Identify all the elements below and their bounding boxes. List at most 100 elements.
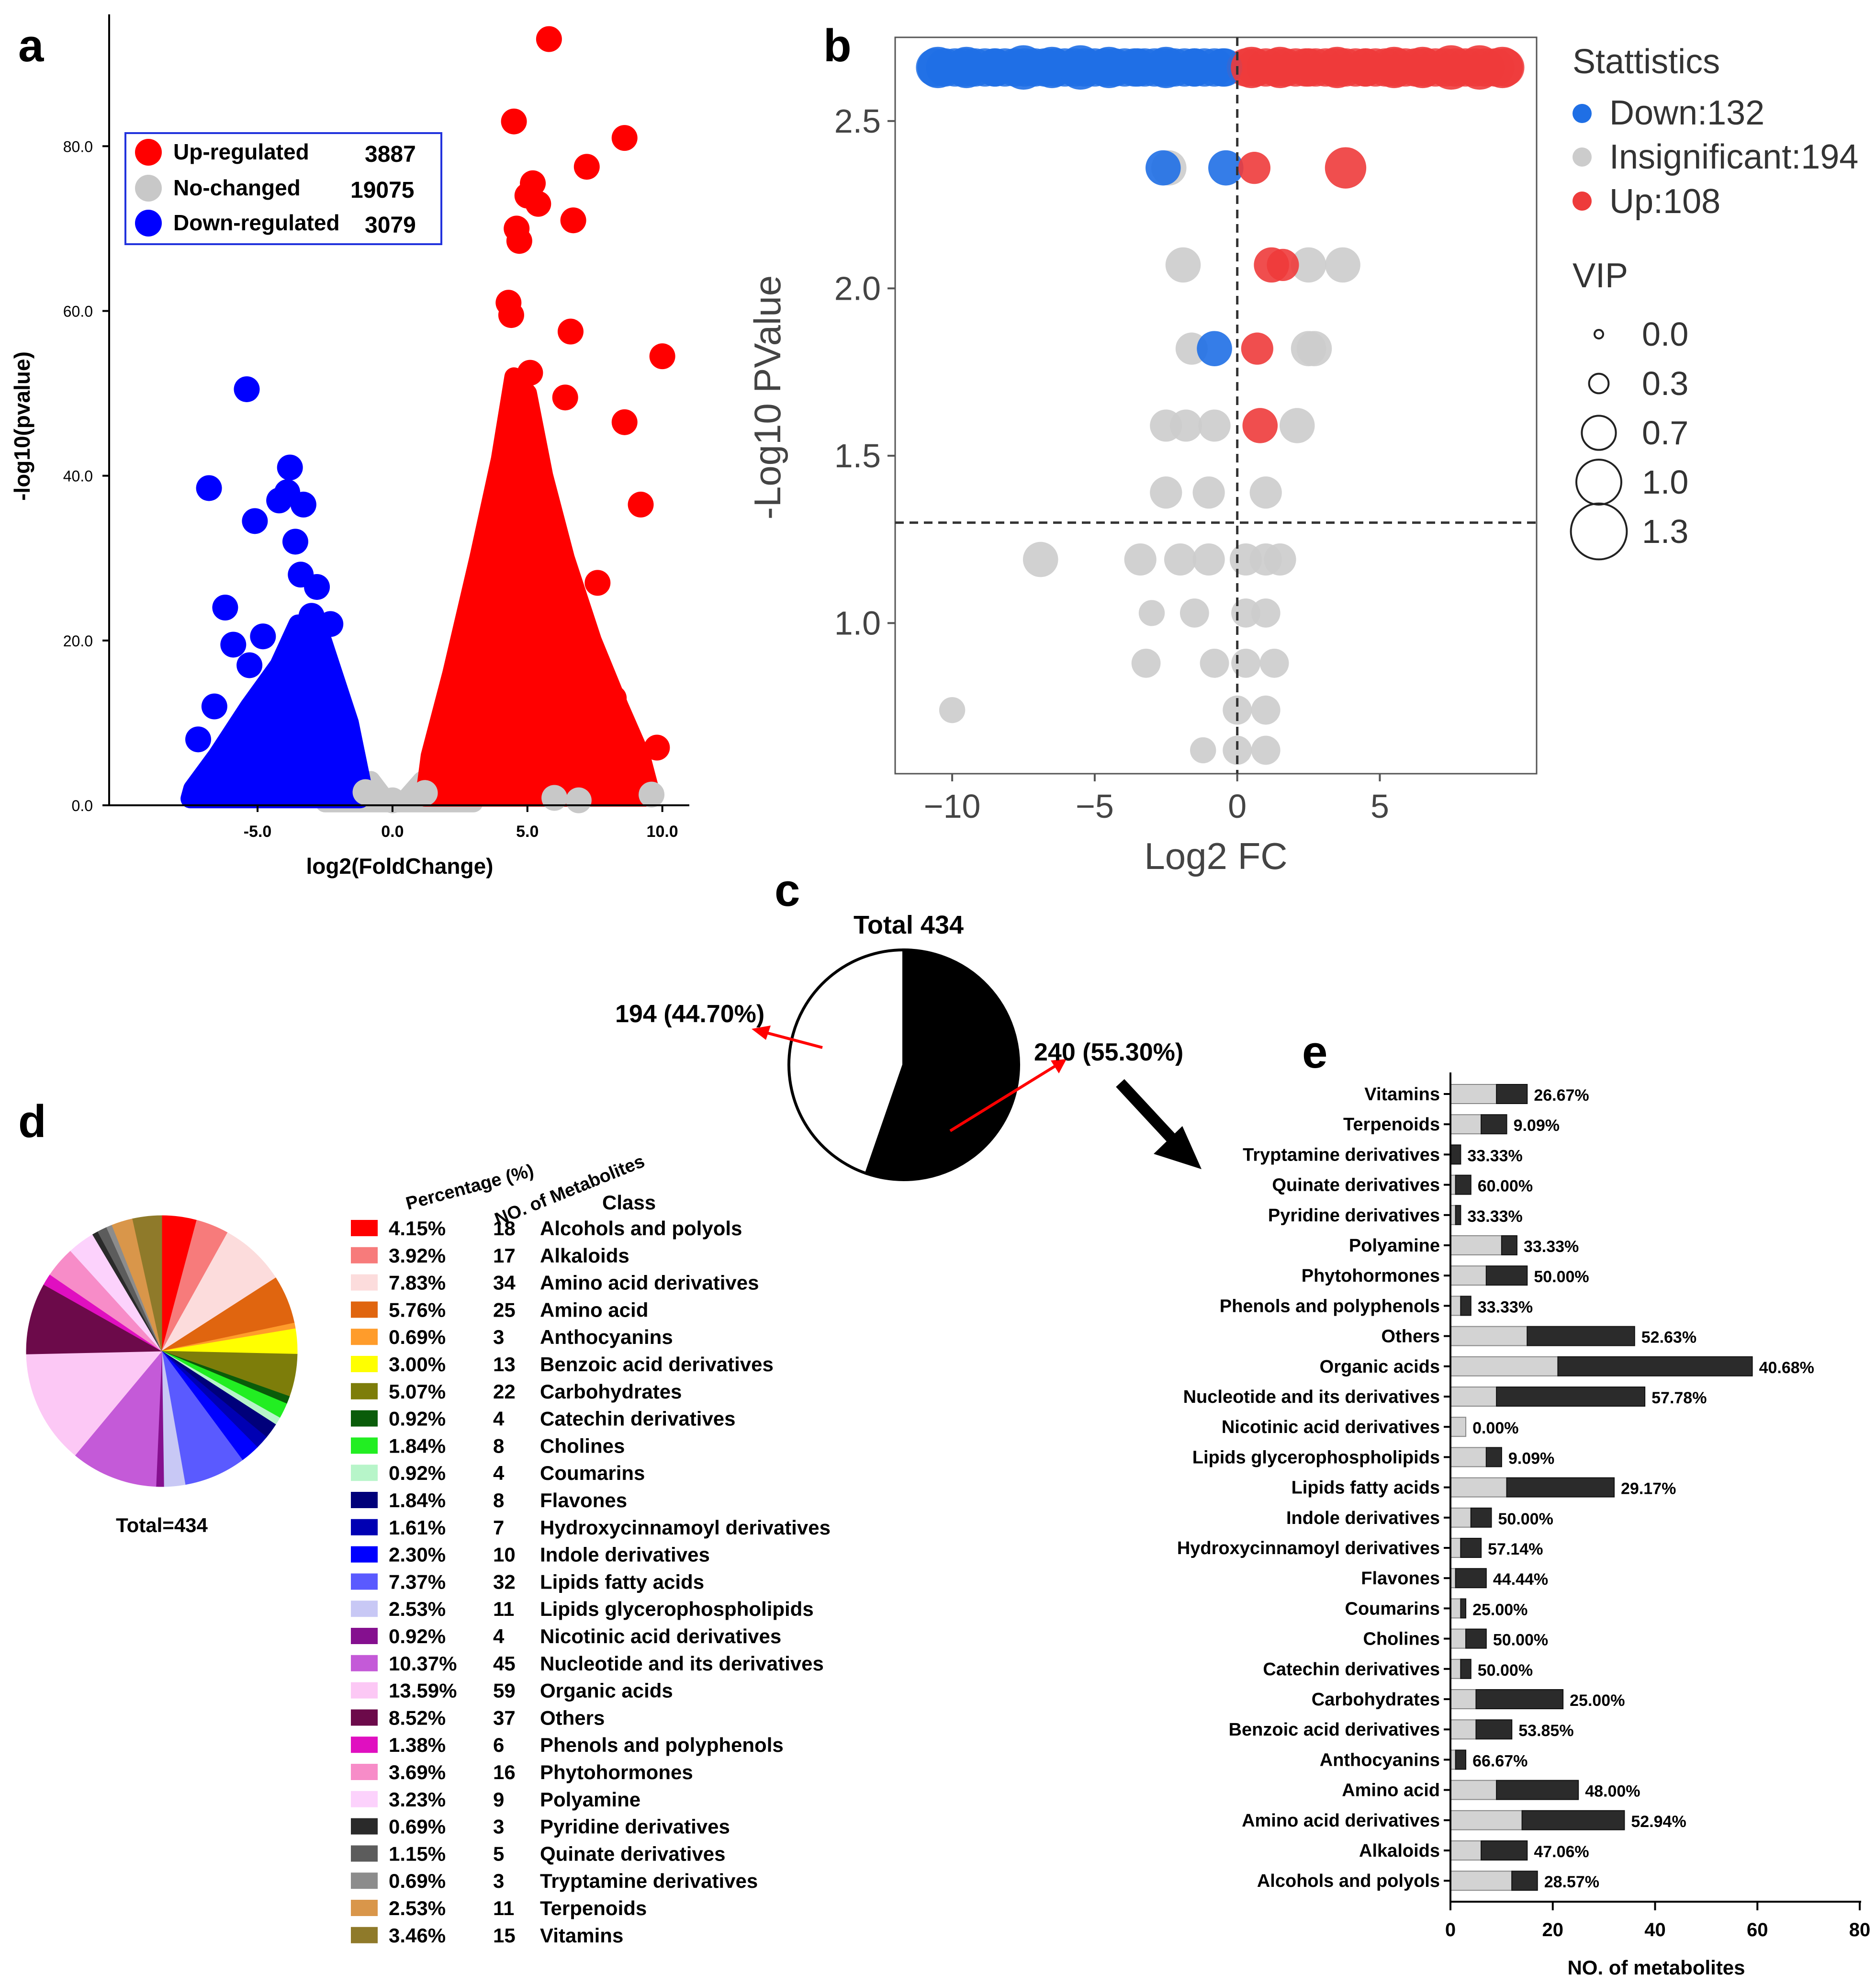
d-legend-percentage-9: 0.92% [389,1462,446,1484]
d-legend-percentage-0: 4.15% [389,1217,446,1240]
d-pie-slice-2 [161,1232,276,1352]
e-data-label-17: 25.00% [1472,1601,1528,1619]
d-legend-class-12: Indole derivatives [540,1544,710,1566]
e-data-label-8: 52.63% [1641,1329,1696,1347]
a-y-tick-label: 0.0 [72,797,93,814]
b-size-legend-items: 0.0 0.3 0.7 1.0 1.3 [1570,316,1688,561]
a-points-layer [180,26,675,813]
e-data-label-7: 33.33% [1478,1298,1533,1316]
d-legend-swatch-8 [351,1437,378,1454]
d-legend-class-3: Amino acid [540,1298,648,1321]
b-point-up-0 [1231,46,1272,89]
b-legend-title: Stattistics [1573,43,1720,81]
e-bar-insignificant-24 [1450,1810,1523,1830]
b-size-legend-label: 0.3 [1642,365,1688,402]
b-point-up-13 [1267,248,1299,281]
e-category-label-1: Terpenoids [1343,1115,1440,1135]
a-point-up-regulated-20 [563,767,589,794]
e-bar-insignificant-12 [1450,1447,1487,1467]
e-bar-significant-17 [1460,1598,1467,1619]
e-category-label-15: Hydroxycinnamoyl derivatives [1177,1538,1440,1558]
d-legend-class-5: Benzoic acid derivatives [540,1353,774,1376]
e-x-axis-label: NO. of metabolites [1567,1956,1745,1979]
e-bar-significant-0 [1496,1084,1528,1104]
e-bar-significant-6 [1485,1265,1528,1286]
e-data-label-23: 48.00% [1585,1782,1640,1801]
b-size-legend-label: 0.7 [1642,414,1688,451]
b-point-insignificant-25 [1131,648,1161,678]
e-category-label-23: Amino acid [1342,1781,1440,1801]
e-bar-significant-14 [1470,1507,1492,1528]
a-point-down-regulated-11 [212,595,238,620]
b-point-insignificant-32 [1190,737,1216,764]
e-bar-significant-26 [1511,1871,1538,1891]
e-bar-significant-2 [1450,1144,1461,1165]
d-legend-swatch-17 [351,1682,378,1699]
b-point-insignificant-22 [1180,598,1209,628]
e-category-label-22: Anthocyanins [1320,1750,1440,1770]
a-point-down-regulated-7 [282,529,308,555]
e-bar-insignificant-14 [1450,1507,1472,1528]
e-x-tick-label: 40 [1644,1919,1666,1940]
d-legend-percentage-26: 3.46% [389,1924,446,1947]
d-legend-count-22: 3 [493,1816,504,1838]
b-point-down-0 [917,46,959,89]
e-category-label-4: Pyridine derivatives [1268,1206,1440,1226]
e-data-label-14: 50.00% [1498,1510,1553,1528]
d-legend-swatch-26 [351,1927,378,1943]
e-bar-insignificant-13 [1450,1477,1507,1498]
panel-label-b: b [823,20,852,71]
e-category-label-10: Nucleotide and its derivatives [1183,1387,1440,1407]
a-y-axis-label: -log10(pvalue) [10,351,34,501]
d-legend-class-7: Catechin derivatives [540,1408,736,1430]
e-bar-insignificant-11 [1450,1417,1467,1437]
b-size-legend-marker [1575,459,1622,506]
e-bar-insignificant-26 [1450,1871,1513,1891]
e-bar-significant-7 [1460,1296,1472,1316]
b-threshold-lines [895,37,1537,774]
b-point-up-9 [1482,46,1523,89]
d-legend-percentage-8: 1.84% [389,1434,446,1457]
b-point-insignificant-6 [1296,331,1332,366]
d-legend-count-8: 8 [493,1434,504,1457]
d-legend-class-0: Alcohols and polyols [540,1217,742,1240]
e-data-label-20: 25.00% [1570,1692,1625,1710]
b-point-insignificant-27 [1231,648,1260,678]
e-bar-insignificant-10 [1450,1387,1497,1407]
e-bar-insignificant-18 [1450,1628,1467,1649]
d-legend-count-6: 22 [493,1380,516,1403]
d-legend-class-25: Terpenoids [540,1897,647,1919]
e-bar-insignificant-21 [1450,1719,1477,1740]
a-point-up-regulated-18 [644,734,670,761]
d-legend-count-20: 16 [493,1761,516,1783]
d-legend-swatch-12 [351,1546,378,1563]
d-legend-swatch-4 [351,1329,378,1345]
c-label-black-slice: 240 (55.30%) [1034,1038,1183,1066]
e-category-label-21: Benzoic acid derivatives [1229,1720,1440,1740]
e-category-label-13: Lipids fatty acids [1292,1478,1440,1498]
d-legend-count-19: 6 [493,1734,504,1756]
d-legend-percentage-18: 8.52% [389,1706,446,1729]
d-legend-count-2: 34 [493,1272,516,1294]
d-legend-class-15: Nicotinic acid derivatives [540,1625,781,1647]
b-point-insignificant-31 [1251,695,1281,725]
d-legend-percentage-16: 10.37% [389,1652,457,1675]
bar-chart-e: Vitamins 26.67% Terpenoids 9.09% Tryptamine … [1177,1072,1870,1979]
volcano-plot-b: −10 −5 0 5 1.0 1.5 2.0 2.5 Log2 FC -Log10 PValu… [746,36,1858,877]
panel-label-e: e [1302,1026,1327,1078]
e-category-label-25: Alkaloids [1359,1841,1440,1861]
b-point-down-7 [1118,48,1157,87]
d-legend-percentage-17: 13.59% [389,1680,457,1702]
a-point-up-regulated-15 [552,384,578,411]
e-bar-significant-12 [1485,1447,1502,1467]
d-legend-class-23: Quinate derivatives [540,1842,726,1865]
a-x-tick-label: -5.0 [244,823,272,841]
a-point-down-regulated-6 [242,508,268,534]
e-x-tick-label: 20 [1542,1919,1564,1940]
c-to-e-arrow-head [1154,1126,1202,1169]
a-point-no-changed-0 [639,781,665,808]
b-x-tick-label: 0 [1228,788,1247,825]
a-point-up-regulated-7 [560,207,586,234]
b-y-tick-label: 2.5 [834,102,881,140]
